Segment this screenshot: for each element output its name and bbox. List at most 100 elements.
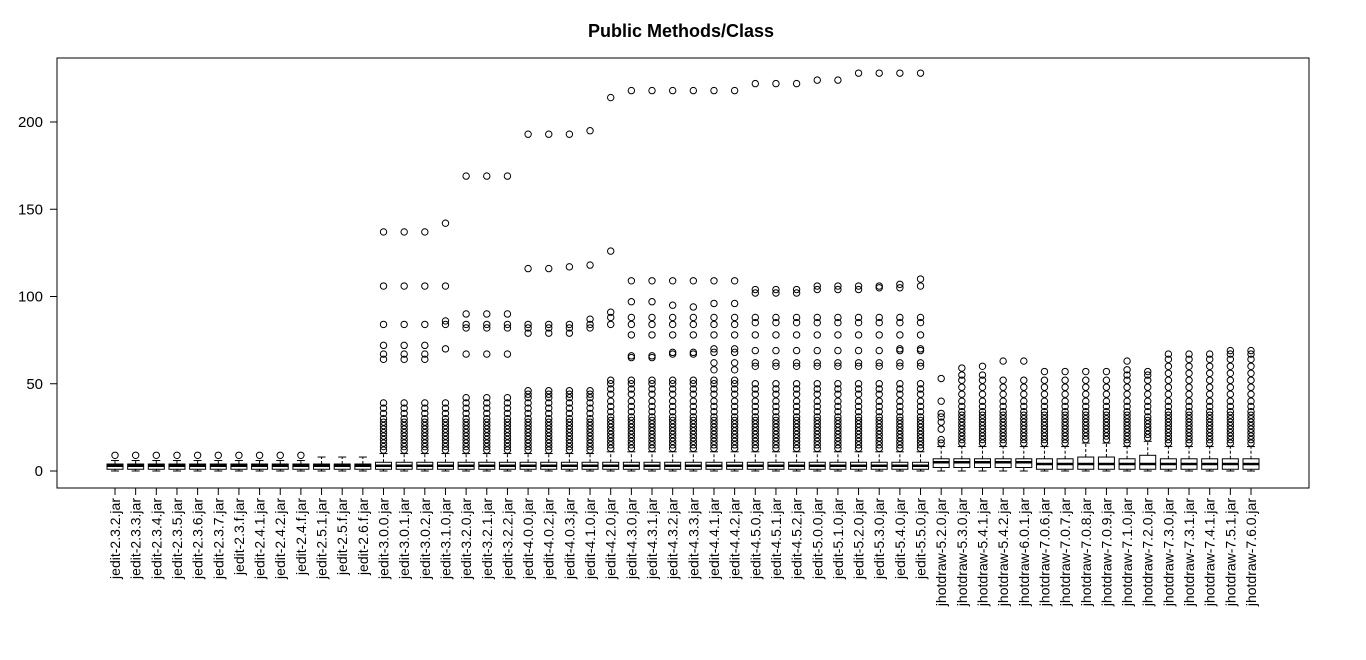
outlier-point bbox=[772, 441, 780, 449]
outlier-point bbox=[896, 427, 904, 435]
outlier-point bbox=[421, 350, 429, 358]
outlier-point bbox=[875, 318, 883, 327]
outlier-point bbox=[1205, 425, 1214, 433]
outlier-point bbox=[689, 420, 698, 428]
x-tick-label: jedit-2.3.7.jar bbox=[210, 498, 226, 580]
outlier-point bbox=[1082, 390, 1090, 398]
outlier-point bbox=[545, 387, 553, 395]
outlier-point bbox=[1144, 423, 1152, 432]
outlier-point bbox=[1082, 376, 1090, 384]
outlier-point bbox=[441, 219, 450, 227]
outlier-point bbox=[730, 402, 739, 411]
outlier-point bbox=[896, 318, 904, 327]
y-tick-label: 100 bbox=[18, 289, 43, 306]
outlier-point bbox=[916, 437, 925, 446]
outlier-point bbox=[421, 320, 429, 329]
outlier-point bbox=[503, 446, 512, 454]
box-jedit-2.3.f.jar bbox=[230, 451, 248, 472]
outlier-point bbox=[648, 434, 656, 442]
x-tick-label: jhotdraw-6.0.1.jar bbox=[1016, 498, 1032, 608]
box-jedit-2.5.1.jar bbox=[313, 456, 331, 472]
outlier-point bbox=[896, 362, 904, 370]
outlier-point bbox=[524, 421, 532, 430]
outlier-point bbox=[730, 434, 739, 442]
x-tick-label: jedit-3.2.1.jar bbox=[479, 498, 495, 580]
outlier-point bbox=[545, 439, 553, 447]
outlier-point bbox=[565, 320, 574, 329]
outlier-point bbox=[792, 331, 801, 339]
outlier-point bbox=[730, 376, 739, 384]
outlier-point bbox=[1164, 435, 1173, 444]
outlier-point bbox=[483, 414, 491, 423]
outlier-point bbox=[462, 310, 470, 318]
outlier-point bbox=[483, 172, 491, 180]
box-jhotdraw-5.2.0.jar bbox=[932, 374, 950, 472]
outlier-point bbox=[999, 402, 1007, 411]
outlier-point bbox=[751, 79, 759, 88]
outlier-point bbox=[1082, 383, 1090, 391]
outlier-point bbox=[1082, 407, 1090, 416]
outlier-point bbox=[1123, 376, 1131, 384]
box-jedit-4.0.3.jar bbox=[560, 130, 578, 472]
outlier-point bbox=[441, 425, 450, 433]
outlier-point bbox=[834, 420, 842, 428]
outlier-point bbox=[565, 439, 574, 447]
outlier-point bbox=[916, 427, 925, 435]
outlier-point bbox=[668, 423, 677, 432]
outlier-point bbox=[751, 444, 759, 453]
outlier-point bbox=[1185, 402, 1193, 411]
outlier-point bbox=[978, 383, 987, 391]
outlier-point bbox=[1123, 402, 1131, 411]
outlier-point bbox=[772, 397, 780, 405]
outlier-point bbox=[379, 421, 388, 430]
outlier-point bbox=[813, 397, 821, 405]
outlier-point bbox=[1205, 411, 1214, 419]
outlier-point bbox=[627, 420, 636, 428]
outlier-point bbox=[648, 390, 656, 398]
outlier-point bbox=[751, 402, 759, 411]
outlier-point bbox=[937, 397, 945, 405]
outlier-point bbox=[668, 427, 677, 435]
box-jedit-3.2.0.jar bbox=[457, 172, 475, 472]
outlier-point bbox=[1164, 439, 1173, 447]
outlier-point bbox=[730, 430, 739, 439]
x-tick-label: jedit-4.3.2.jar bbox=[665, 498, 681, 580]
outlier-point bbox=[772, 427, 780, 435]
outlier-point bbox=[173, 451, 181, 459]
box-jedit-5.1.0.jar bbox=[829, 76, 847, 472]
outlier-point bbox=[483, 399, 491, 407]
outlier-point bbox=[607, 430, 615, 439]
outlier-point bbox=[772, 79, 780, 88]
outlier-point bbox=[648, 352, 656, 360]
outlier-point bbox=[586, 439, 594, 447]
outlier-point bbox=[1247, 421, 1255, 430]
outlier-point bbox=[1205, 421, 1214, 430]
outlier-point bbox=[1164, 362, 1173, 370]
x-tick-label: jhotdraw-7.5.1.jar bbox=[1222, 498, 1238, 608]
outlier-point bbox=[607, 308, 615, 316]
outlier-point bbox=[1040, 397, 1049, 405]
outlier-point bbox=[524, 435, 532, 444]
box-jedit-2.4.1.jar bbox=[251, 451, 269, 472]
outlier-point bbox=[400, 409, 408, 418]
outlier-point bbox=[710, 299, 718, 308]
outlier-point bbox=[503, 425, 512, 433]
x-tick-label: jhotdraw-7.0.9.jar bbox=[1098, 498, 1114, 608]
outlier-point bbox=[1040, 428, 1049, 437]
outlier-point bbox=[379, 432, 388, 440]
outlier-point bbox=[1205, 350, 1214, 358]
outlier-point bbox=[627, 298, 636, 306]
outlier-point bbox=[1226, 355, 1235, 364]
outlier-point bbox=[896, 416, 904, 425]
outlier-point bbox=[627, 86, 636, 95]
outlier-point bbox=[978, 439, 987, 447]
outlier-point bbox=[545, 130, 553, 138]
outlier-point bbox=[668, 416, 677, 425]
outlier-point bbox=[1082, 418, 1090, 426]
outlier-point bbox=[958, 418, 966, 426]
outlier-point bbox=[813, 430, 821, 439]
outlier-point bbox=[627, 320, 636, 329]
outlier-point bbox=[400, 355, 408, 364]
outlier-point bbox=[916, 416, 925, 425]
outlier-point bbox=[379, 414, 388, 423]
